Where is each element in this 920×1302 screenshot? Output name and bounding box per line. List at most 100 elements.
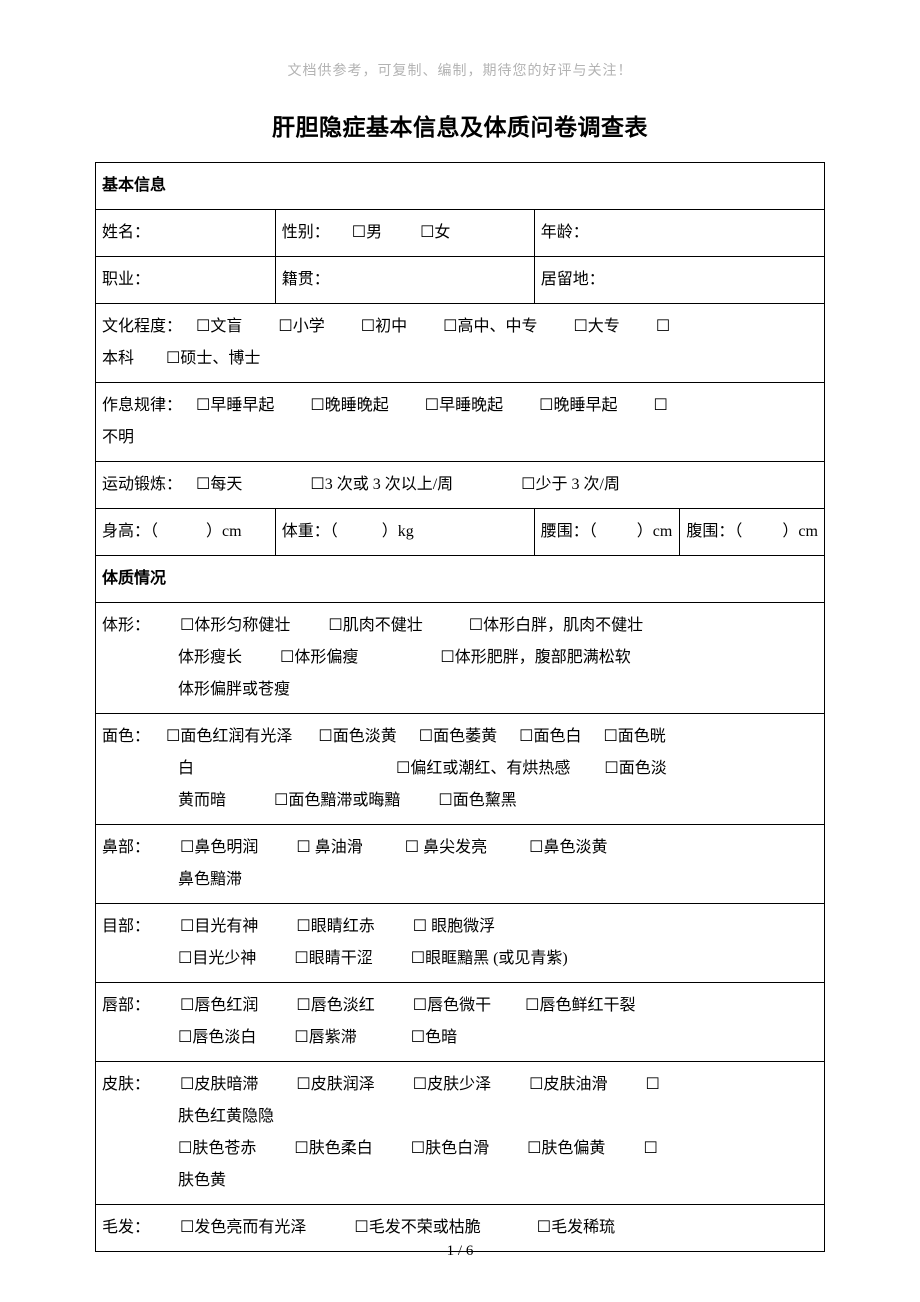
checkbox-icon[interactable]: ☐ [405, 832, 419, 864]
checkbox-icon[interactable]: ☐ [656, 311, 670, 343]
checkbox-icon[interactable]: ☐ [296, 990, 310, 1022]
checkbox-icon[interactable]: ☐ [396, 753, 410, 785]
checkbox-icon[interactable]: ☐ [604, 753, 618, 785]
complexion-cell: 面色： ☐面色红润有光泽 ☐面色淡黄 ☐面色萎黄 ☐面色白 ☐面色晄 白 ☐偏红… [96, 714, 825, 825]
checkbox-icon[interactable]: ☐ [537, 1212, 551, 1244]
checkbox-icon[interactable]: ☐ [653, 390, 667, 422]
checkbox-icon[interactable]: ☐ [180, 1212, 194, 1244]
sched-opt: 晚睡晚起 [325, 397, 389, 414]
checkbox-icon[interactable]: ☐ [278, 311, 292, 343]
checkbox-icon[interactable]: ☐ [166, 343, 180, 375]
checkbox-icon[interactable]: ☐ [296, 1069, 310, 1101]
checkbox-icon[interactable]: ☐ [178, 943, 192, 975]
bs-prefix: 体形偏胖或苍瘦 [178, 681, 290, 698]
abdomen-cell: 腹围：（ ）cm [680, 509, 825, 556]
checkbox-icon[interactable]: ☐ [539, 390, 553, 422]
checkbox-icon[interactable]: ☐ [573, 311, 587, 343]
gender-cell: 性别： ☐男 ☐女 [275, 210, 534, 257]
checkbox-icon[interactable]: ☐ [411, 943, 425, 975]
skin-opt: 皮肤暗滞 [194, 1076, 258, 1093]
checkbox-icon[interactable]: ☐ [318, 721, 332, 753]
nose-opt: 鼻油滑 [311, 839, 363, 856]
checkbox-icon[interactable]: ☐ [328, 610, 342, 642]
page-footer: 1 / 6 [0, 1243, 920, 1260]
checkbox-icon[interactable]: ☐ [440, 642, 454, 674]
cx-opt: 面色萎黄 [433, 728, 497, 745]
schedule-cell: 作息规律： ☐早睡早起 ☐晚睡晚起 ☐早睡晚起 ☐晚睡早起 ☐ 不明 [96, 383, 825, 462]
row-eyes: 目部： ☐目光有神 ☐眼睛红赤 ☐ 眼胞微浮 ☐目光少神 ☐眼睛干涩 ☐眼眶黯黑… [96, 904, 825, 983]
checkbox-icon[interactable]: ☐ [420, 217, 434, 249]
checkbox-icon[interactable]: ☐ [294, 1022, 308, 1054]
checkbox-icon[interactable]: ☐ [519, 721, 533, 753]
checkbox-icon[interactable]: ☐ [196, 390, 210, 422]
checkbox-icon[interactable]: ☐ [294, 943, 308, 975]
checkbox-icon[interactable]: ☐ [438, 785, 452, 817]
checkbox-icon[interactable]: ☐ [413, 911, 427, 943]
checkbox-icon[interactable]: ☐ [166, 721, 180, 753]
checkbox-icon[interactable]: ☐ [280, 642, 294, 674]
checkbox-icon[interactable]: ☐ [469, 610, 483, 642]
cx-opt: 偏红或潮红、有烘热感 [410, 760, 570, 777]
checkbox-icon[interactable]: ☐ [419, 721, 433, 753]
checkbox-icon[interactable]: ☐ [310, 469, 324, 501]
cx-opt: 面色红润有光泽 [180, 728, 292, 745]
occupation-cell: 职业： [96, 257, 276, 304]
nose-opt: 鼻尖发亮 [419, 839, 487, 856]
cx-opt: 面色白 [533, 728, 581, 745]
checkbox-icon[interactable]: ☐ [296, 832, 310, 864]
checkbox-icon[interactable]: ☐ [352, 217, 366, 249]
checkbox-icon[interactable]: ☐ [354, 1212, 368, 1244]
checkbox-icon[interactable]: ☐ [425, 390, 439, 422]
skin-opt: 皮肤油滑 [543, 1076, 607, 1093]
checkbox-icon[interactable]: ☐ [527, 1133, 541, 1165]
hair-label: 毛发： [102, 1219, 150, 1236]
checkbox-icon[interactable]: ☐ [178, 1022, 192, 1054]
edu-opt: 小学 [293, 318, 325, 335]
bs-opt: 体形匀称健壮 [194, 617, 290, 634]
row-complexion: 面色： ☐面色红润有光泽 ☐面色淡黄 ☐面色萎黄 ☐面色白 ☐面色晄 白 ☐偏红… [96, 714, 825, 825]
edu-opt: 文盲 [210, 318, 242, 335]
skin-opt: 肤色柔白 [309, 1140, 373, 1157]
checkbox-icon[interactable]: ☐ [180, 610, 194, 642]
cx-prefix: 白 [178, 760, 194, 777]
native-label: 籍贯： [282, 271, 330, 288]
checkbox-icon[interactable]: ☐ [296, 911, 310, 943]
native-cell: 籍贯： [275, 257, 534, 304]
name-cell: 姓名： [96, 210, 276, 257]
eye-opt: 眼眶黯黑 (或见青紫) [425, 950, 568, 967]
checkbox-icon[interactable]: ☐ [294, 1133, 308, 1165]
checkbox-icon[interactable]: ☐ [603, 721, 617, 753]
checkbox-icon[interactable]: ☐ [413, 1069, 427, 1101]
nose-opt: 鼻色明润 [194, 839, 258, 856]
checkbox-icon[interactable]: ☐ [413, 990, 427, 1022]
checkbox-icon[interactable]: ☐ [180, 911, 194, 943]
checkbox-icon[interactable]: ☐ [310, 390, 324, 422]
checkbox-icon[interactable]: ☐ [274, 785, 288, 817]
gender-female: 女 [434, 224, 450, 241]
height-cell: 身高：（ ）cm [96, 509, 276, 556]
bs-opt: 肌肉不健壮 [343, 617, 423, 634]
checkbox-icon[interactable]: ☐ [196, 311, 210, 343]
exercise-cell: 运动锻炼： ☐每天 ☐3 次或 3 次以上/周 ☐少于 3 次/周 [96, 462, 825, 509]
checkbox-icon[interactable]: ☐ [529, 1069, 543, 1101]
checkbox-icon[interactable]: ☐ [178, 1133, 192, 1165]
complexion-label: 面色： [102, 728, 150, 745]
bs-prefix: 体形瘦长 [178, 649, 242, 666]
checkbox-icon[interactable]: ☐ [361, 311, 375, 343]
checkbox-icon[interactable]: ☐ [521, 469, 535, 501]
checkbox-icon[interactable]: ☐ [525, 990, 539, 1022]
checkbox-icon[interactable]: ☐ [411, 1133, 425, 1165]
skin-prefix: 肤色黄 [178, 1172, 226, 1189]
sched-opt: 晚睡早起 [553, 397, 617, 414]
checkbox-icon[interactable]: ☐ [443, 311, 457, 343]
bs-opt: 体形白胖，肌肉不健壮 [483, 617, 643, 634]
checkbox-icon[interactable]: ☐ [180, 990, 194, 1022]
checkbox-icon[interactable]: ☐ [180, 1069, 194, 1101]
checkbox-icon[interactable]: ☐ [643, 1133, 657, 1165]
checkbox-icon[interactable]: ☐ [196, 469, 210, 501]
checkbox-icon[interactable]: ☐ [645, 1069, 659, 1101]
checkbox-icon[interactable]: ☐ [529, 832, 543, 864]
checkbox-icon[interactable]: ☐ [180, 832, 194, 864]
checkbox-icon[interactable]: ☐ [411, 1022, 425, 1054]
education-label: 文化程度： [102, 318, 182, 335]
